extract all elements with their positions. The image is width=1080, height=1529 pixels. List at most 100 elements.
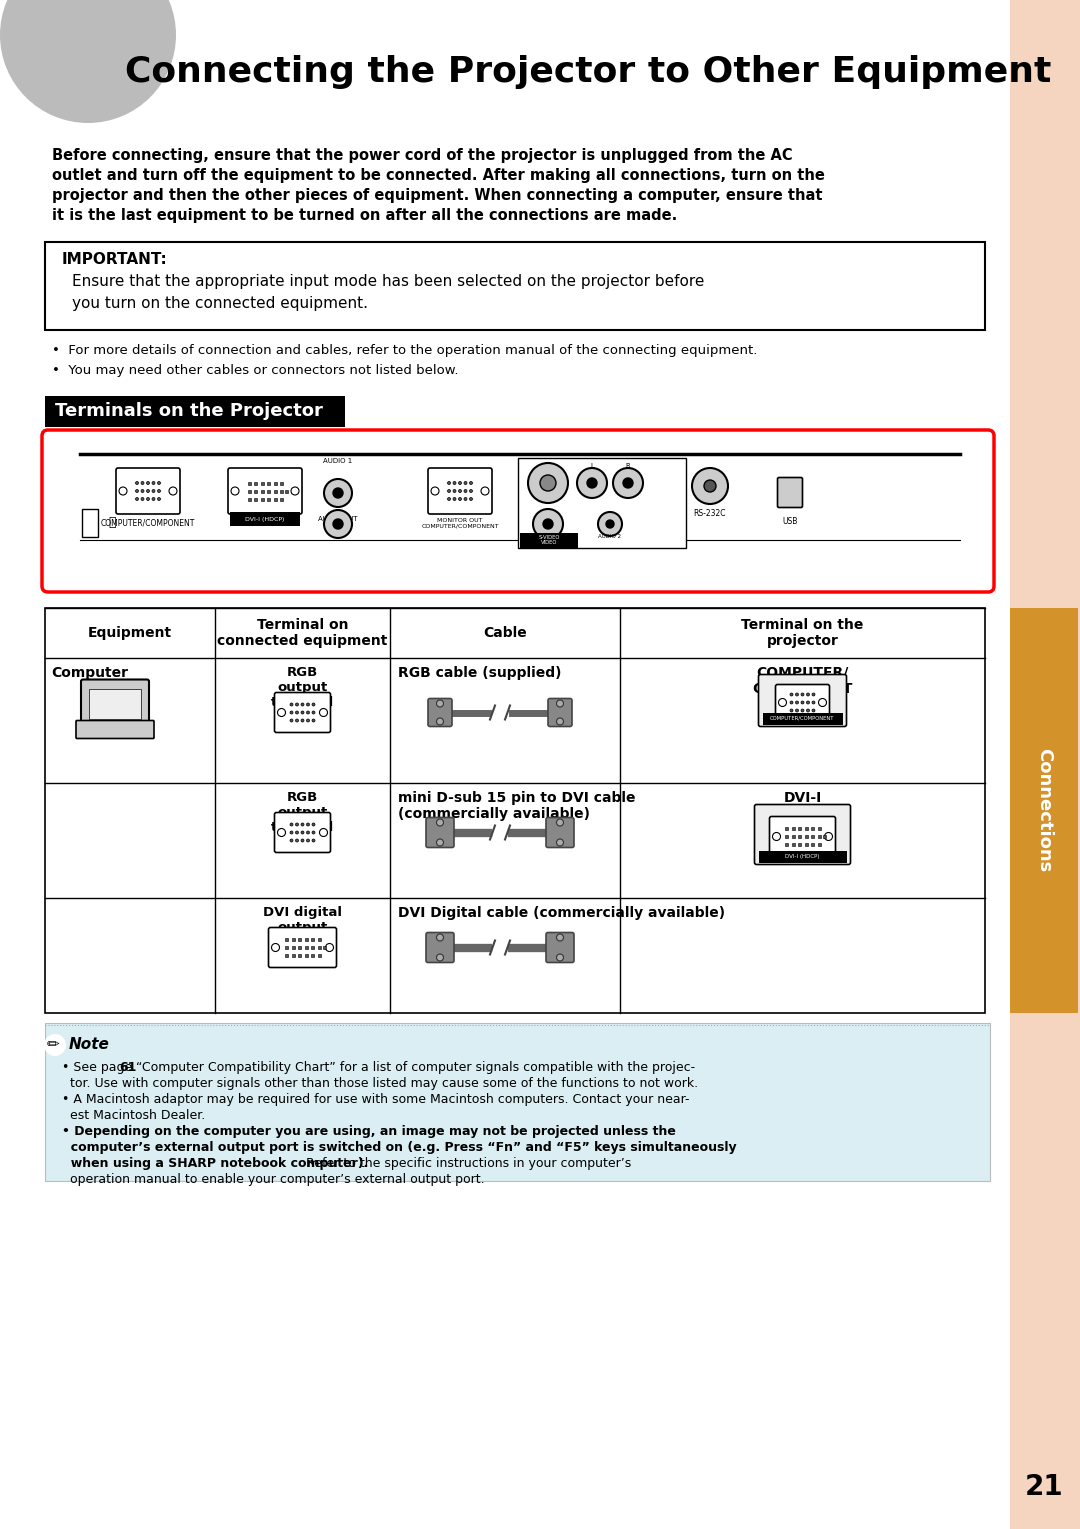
Circle shape (789, 693, 793, 696)
Text: RS-232C: RS-232C (693, 509, 726, 518)
Circle shape (307, 719, 310, 722)
Circle shape (135, 489, 138, 492)
Circle shape (540, 476, 556, 491)
Circle shape (556, 839, 564, 846)
Circle shape (556, 820, 564, 826)
Text: COMPUTER/COMPONENT: COMPUTER/COMPONENT (100, 518, 195, 528)
Circle shape (312, 823, 315, 826)
Text: AUDIO 2: AUDIO 2 (598, 535, 622, 540)
Text: you turn on the connected equipment.: you turn on the connected equipment. (72, 297, 368, 310)
Bar (285, 946, 288, 950)
Bar (785, 835, 788, 838)
Circle shape (152, 497, 156, 500)
Bar (285, 937, 288, 940)
Text: when using a SHARP notebook computer).: when using a SHARP notebook computer). (62, 1157, 368, 1170)
Circle shape (301, 830, 303, 833)
Text: DVI-I (HDCP): DVI-I (HDCP) (245, 517, 285, 521)
FancyBboxPatch shape (548, 699, 572, 726)
Bar (230, 512, 300, 526)
Bar (792, 827, 795, 830)
Circle shape (296, 823, 298, 826)
Circle shape (704, 480, 716, 492)
Circle shape (453, 497, 456, 500)
Bar (323, 946, 325, 950)
FancyBboxPatch shape (428, 468, 492, 514)
Bar (519, 534, 578, 547)
Bar (254, 482, 257, 485)
Text: it is the last equipment to be turned on after all the connections are made.: it is the last equipment to be turned on… (52, 208, 677, 223)
Circle shape (307, 711, 310, 714)
Bar (267, 489, 270, 492)
FancyBboxPatch shape (274, 812, 330, 853)
Bar (311, 946, 314, 950)
Circle shape (301, 703, 303, 706)
Circle shape (158, 482, 161, 485)
Bar (45, 609, 985, 1014)
Circle shape (301, 823, 303, 826)
Bar (267, 482, 270, 485)
Circle shape (307, 703, 310, 706)
FancyBboxPatch shape (426, 933, 454, 962)
Bar (518, 459, 686, 547)
Circle shape (44, 1034, 66, 1057)
FancyBboxPatch shape (45, 242, 985, 330)
Circle shape (801, 700, 804, 703)
Circle shape (534, 509, 563, 540)
Circle shape (152, 482, 156, 485)
Bar (758, 850, 847, 862)
Text: Connections: Connections (1035, 748, 1053, 873)
Text: •  You may need other cables or connectors not listed below.: • You may need other cables or connector… (52, 364, 459, 378)
Text: • Depending on the computer you are using, an image may not be projected unless : • Depending on the computer you are usin… (62, 1125, 676, 1138)
Bar (292, 937, 295, 940)
Bar (298, 937, 301, 940)
Bar (82, 509, 98, 537)
FancyBboxPatch shape (76, 720, 154, 739)
Bar (798, 827, 801, 830)
FancyBboxPatch shape (81, 679, 149, 725)
Circle shape (481, 488, 489, 495)
Text: Computer: Computer (51, 667, 129, 680)
Text: Cable: Cable (483, 625, 527, 641)
Text: Connecting the Projector to Other Equipment: Connecting the Projector to Other Equipm… (125, 55, 1051, 89)
FancyBboxPatch shape (546, 818, 573, 847)
Circle shape (291, 719, 293, 722)
Bar (792, 842, 795, 846)
Circle shape (447, 482, 450, 485)
Bar (267, 497, 270, 500)
Text: • A Macintosh adaptor may be required for use with some Macintosh computers. Con: • A Macintosh adaptor may be required fo… (62, 1093, 689, 1105)
Bar (311, 937, 314, 940)
Bar (45, 1023, 990, 1180)
Text: DVI-I: DVI-I (783, 790, 822, 804)
Circle shape (325, 943, 334, 951)
Circle shape (312, 719, 315, 722)
Circle shape (692, 468, 728, 505)
Text: outlet and turn off the equipment to be connected. After making all connections,: outlet and turn off the equipment to be … (52, 168, 825, 183)
Bar (298, 946, 301, 950)
Bar (1010, 0, 1080, 1529)
FancyBboxPatch shape (755, 804, 851, 864)
Circle shape (296, 830, 298, 833)
Bar (247, 482, 251, 485)
Bar (818, 835, 821, 838)
Text: MONITOR OUT
COMPUTER/COMPONENT: MONITOR OUT COMPUTER/COMPONENT (421, 518, 499, 529)
Circle shape (147, 482, 149, 485)
Circle shape (291, 703, 293, 706)
Text: Terminal on
connected equipment: Terminal on connected equipment (217, 618, 388, 648)
Bar (805, 835, 808, 838)
Bar (280, 489, 283, 492)
Bar (1010, 609, 1078, 1014)
Circle shape (324, 479, 352, 508)
Circle shape (556, 719, 564, 725)
Bar (285, 489, 288, 492)
Circle shape (436, 839, 444, 846)
Circle shape (291, 711, 293, 714)
FancyBboxPatch shape (269, 928, 337, 968)
Circle shape (152, 489, 156, 492)
Circle shape (556, 934, 564, 940)
Text: COMPUTER/
COMPONENT: COMPUTER/ COMPONENT (753, 667, 853, 696)
Circle shape (464, 482, 467, 485)
Text: DVI Digital cable (commercially available): DVI Digital cable (commercially availabl… (399, 907, 725, 920)
Circle shape (119, 488, 127, 495)
Text: Note: Note (69, 1037, 110, 1052)
Bar (798, 842, 801, 846)
